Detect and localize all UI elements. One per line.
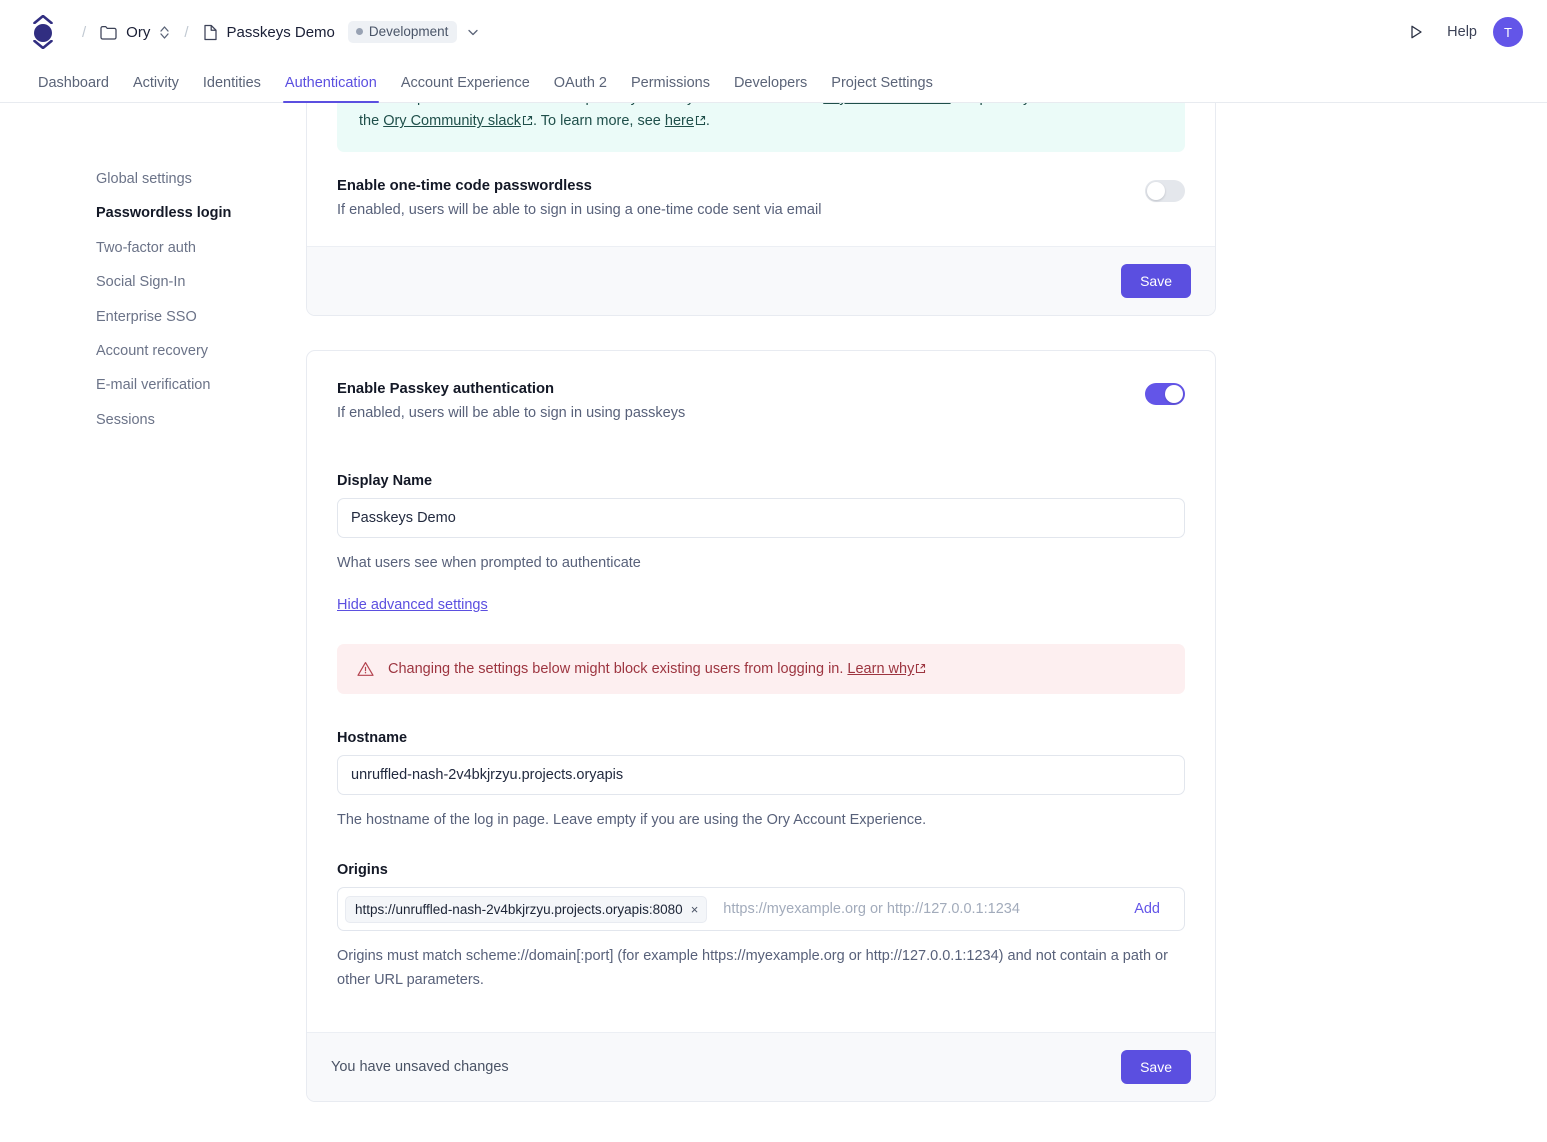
save-button[interactable]: Save	[1121, 1049, 1191, 1084]
warning-banner-text: Changing the settings below might block …	[388, 661, 926, 677]
hostname-label: Hostname	[337, 730, 408, 747]
tab-account-experience[interactable]: Account Experience	[400, 75, 530, 91]
chevron-updown-icon[interactable]	[159, 25, 170, 40]
chevron-up-icon	[33, 15, 53, 24]
unsaved-changes-status: You have unsaved changes	[331, 1058, 509, 1075]
file-icon	[203, 24, 218, 41]
tab-project-settings[interactable]: Project Settings	[831, 75, 933, 91]
tab-activity[interactable]: Activity	[132, 75, 179, 91]
top-bar: / Ory / Passkeys Demo Development	[0, 0, 1547, 64]
one-time-code-text: Enable one-time code passwordless If ena…	[337, 178, 821, 218]
avatar[interactable]: T	[1493, 17, 1523, 47]
preview-banner-line-1: This is a preview feature. Please report…	[359, 103, 1163, 110]
chevron-down-icon[interactable]	[466, 25, 480, 39]
play-icon[interactable]	[1407, 23, 1425, 41]
breadcrumb-separator-2: /	[184, 23, 189, 41]
tab-identities[interactable]: Identities	[202, 75, 261, 91]
toggle-knob	[1147, 181, 1165, 200]
hostname-hint: The hostname of the log in page. Leave e…	[337, 812, 927, 829]
display-name-input[interactable]	[337, 497, 1185, 538]
origins-input-wrapper[interactable]: https://unruffled-nash-2v4bkjrzyu.projec…	[337, 887, 1185, 932]
close-icon[interactable]: ×	[690, 901, 699, 917]
breadcrumb-workspace[interactable]: Ory	[100, 24, 170, 41]
one-time-code-description: If enabled, users will be able to sign i…	[337, 201, 822, 218]
origin-chip[interactable]: https://unruffled-nash-2v4bkjrzyu.projec…	[345, 895, 708, 923]
main-content: This is a preview feature. Please report…	[306, 103, 1216, 1102]
passkey-card: Enable Passkey authentication If enabled…	[306, 349, 1216, 1102]
help-link[interactable]: Help	[1447, 24, 1477, 40]
passkey-toggle[interactable]	[1145, 382, 1185, 405]
sidebar-item-passwordless-login[interactable]: Passwordless login	[96, 205, 232, 222]
origins-field-group: Origins https://unruffled-nash-2v4bkjrzy…	[337, 862, 1185, 991]
sidebar-item-email-verification[interactable]: E-mail verification	[96, 377, 211, 394]
environment-badge[interactable]: Development	[347, 21, 458, 43]
ory-network-github-link[interactable]: Ory Network Github	[823, 103, 950, 106]
passkey-body: Enable Passkey authentication If enabled…	[307, 351, 1215, 1032]
environment-dot-icon	[355, 28, 363, 35]
add-origin-button[interactable]: Add	[1114, 901, 1180, 917]
sidebar-item-sessions[interactable]: Sessions	[96, 411, 155, 428]
sidebar-item-enterprise-sso[interactable]: Enterprise SSO	[96, 308, 197, 325]
one-time-code-footer: Save	[307, 245, 1215, 315]
sidebar-item-account-recovery[interactable]: Account recovery	[96, 342, 209, 359]
tab-oauth2[interactable]: OAuth 2	[553, 75, 607, 91]
hostname-input[interactable]	[337, 755, 1185, 796]
logo-dot	[34, 24, 52, 42]
warning-triangle-icon	[357, 661, 374, 677]
passkey-footer: You have unsaved changes Save	[307, 1031, 1215, 1101]
ory-community-slack-link[interactable]: Ory Community slack	[383, 113, 521, 130]
passkey-title: Enable Passkey authentication	[337, 380, 555, 397]
external-link-icon	[522, 116, 533, 126]
sidebar-item-global-settings[interactable]: Global settings	[96, 171, 192, 187]
breadcrumb-project[interactable]: Passkeys Demo Development	[203, 21, 481, 43]
workspace-name: Ory	[126, 23, 151, 41]
project-name: Passkeys Demo	[226, 23, 335, 41]
tab-permissions[interactable]: Permissions	[630, 75, 710, 91]
one-time-code-body: Enable one-time code passwordless If ena…	[307, 152, 1215, 246]
passkey-description: If enabled, users will be able to sign i…	[337, 404, 686, 421]
preview-feature-banner: This is a preview feature. Please report…	[337, 103, 1185, 152]
tab-developers[interactable]: Developers	[733, 75, 808, 91]
one-time-code-title: Enable one-time code passwordless	[337, 177, 592, 194]
toggle-knob	[1165, 384, 1183, 403]
breadcrumb-separator-1: /	[82, 23, 87, 41]
hide-advanced-settings-link[interactable]: Hide advanced settings	[337, 597, 488, 614]
passkey-enable-text: Enable Passkey authentication If enabled…	[337, 381, 685, 421]
learn-more-here-link[interactable]: here	[664, 113, 694, 130]
display-name-field-group: Display Name What users see when prompte…	[337, 473, 1185, 575]
origins-input-placeholder[interactable]: https://myexample.org or http://127.0.0.…	[723, 901, 1020, 918]
learn-why-link[interactable]: Learn why	[847, 661, 915, 678]
sidebar-item-social-sign-in[interactable]: Social Sign-In	[96, 274, 186, 291]
avatar-initial: T	[1504, 24, 1512, 40]
tab-dashboard[interactable]: Dashboard	[38, 75, 109, 91]
origins-hint: Origins must match scheme://domain[:port…	[337, 948, 1168, 988]
one-time-code-card: This is a preview feature. Please report…	[306, 103, 1216, 316]
settings-sidebar: Global settings Passwordless login Two-f…	[0, 103, 306, 1102]
page-body: Global settings Passwordless login Two-f…	[0, 103, 1547, 1102]
origins-label: Origins	[337, 862, 388, 879]
chevron-down-icon	[33, 40, 53, 49]
display-name-label: Display Name	[337, 472, 433, 489]
passkey-enable-row: Enable Passkey authentication If enabled…	[337, 351, 1185, 435]
sidebar-item-two-factor-auth[interactable]: Two-factor auth	[96, 239, 196, 256]
external-link-icon	[916, 664, 926, 674]
display-name-hint: What users see when prompted to authenti…	[337, 554, 641, 571]
main-nav: Dashboard Activity Identities Authentica…	[0, 64, 1547, 103]
card-gap	[306, 316, 1216, 350]
preview-banner-line-2: the Ory Community slack. To learn more, …	[359, 113, 710, 130]
folder-icon	[100, 25, 117, 40]
one-time-code-toggle[interactable]	[1145, 179, 1185, 202]
ory-logo[interactable]	[30, 15, 56, 49]
settings-warning-banner: Changing the settings below might block …	[337, 644, 1185, 695]
one-time-code-row: Enable one-time code passwordless If ena…	[337, 152, 1185, 246]
hostname-field-group: Hostname The hostname of the log in page…	[337, 730, 1185, 832]
environment-label: Development	[368, 24, 449, 39]
origin-chip-label: https://unruffled-nash-2v4bkjrzyu.projec…	[355, 901, 683, 917]
save-button[interactable]: Save	[1121, 263, 1191, 298]
tab-authentication[interactable]: Authentication	[273, 75, 389, 103]
external-link-icon	[695, 116, 705, 126]
